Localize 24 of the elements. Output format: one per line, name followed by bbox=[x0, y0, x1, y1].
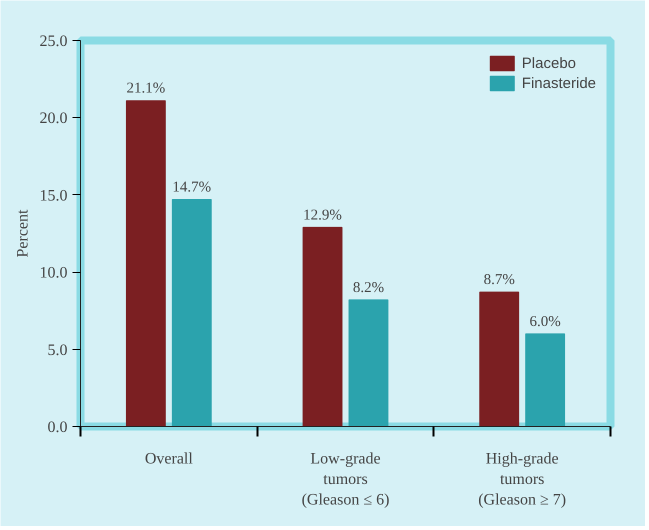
data-label: 8.2% bbox=[352, 280, 384, 296]
bar bbox=[126, 100, 166, 426]
x-tick-label: Low-grade tumors (Gleason ≤ 6) bbox=[302, 450, 390, 508]
data-label: 6.0% bbox=[530, 314, 561, 330]
legend-label: Finasteride bbox=[522, 74, 596, 92]
data-label: 8.7% bbox=[484, 272, 515, 288]
y-tick-label: 15.0 bbox=[40, 187, 68, 204]
y-tick-label: 10.0 bbox=[40, 264, 68, 282]
bar bbox=[525, 333, 566, 426]
y-axis-title: Percent bbox=[14, 208, 32, 258]
y-tick-label: 0.0 bbox=[48, 419, 68, 436]
data-label: 21.1% bbox=[126, 80, 166, 97]
y-tick-label: 25.0 bbox=[40, 33, 68, 50]
x-tick-label: High-grade tumors (Gleason ≥ 7) bbox=[478, 450, 566, 508]
y-tick-label: 20.0 bbox=[40, 110, 68, 128]
bar bbox=[479, 292, 520, 426]
legend-label: Placebo bbox=[522, 54, 576, 72]
bar bbox=[172, 199, 212, 426]
y-tick-label: 5.0 bbox=[48, 342, 68, 359]
data-label: 12.9% bbox=[303, 207, 342, 224]
x-tick-label: Overall bbox=[144, 450, 194, 468]
data-label: 14.7% bbox=[172, 180, 212, 196]
bar bbox=[302, 226, 342, 426]
bar bbox=[348, 299, 388, 426]
